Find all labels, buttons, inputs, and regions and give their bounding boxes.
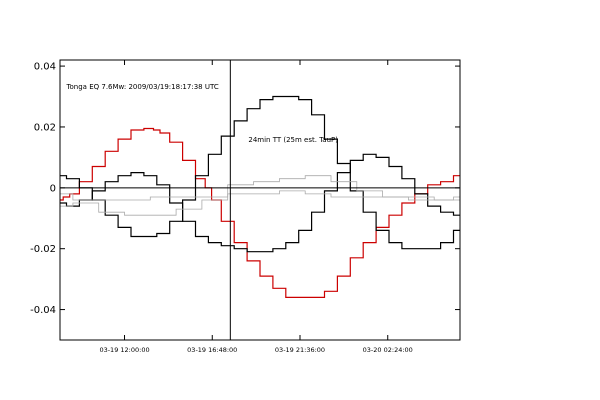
x-tick-label: 03-19 16:48:00 bbox=[187, 346, 237, 354]
y-tick-label: -0.02 bbox=[30, 244, 56, 255]
x-tick-label: 03-19 21:36:00 bbox=[275, 346, 325, 354]
annotation-text: Tonga EQ 7.6Mw: 2009/03/19:18:17:38 UTC bbox=[65, 83, 218, 91]
series-line-5 bbox=[60, 190, 460, 201]
series-layer bbox=[60, 95, 460, 298]
y-axis: 0.04 0.02 0 -0.02 -0.04 bbox=[30, 62, 460, 316]
annotations: Tonga EQ 7.6Mw: 2009/03/19:18:17:38 UTC 2… bbox=[65, 83, 338, 144]
x-axis: 03-19 12:00:00 03-19 16:48:00 03-19 21:36:… bbox=[99, 60, 413, 354]
y-tick-label: -0.04 bbox=[30, 305, 56, 316]
series-line-4 bbox=[60, 175, 460, 216]
series-line-3 bbox=[60, 95, 460, 250]
y-tick-label: 0 bbox=[50, 183, 56, 194]
series-line-1 bbox=[60, 127, 460, 298]
y-tick-label: 0.04 bbox=[34, 62, 56, 73]
x-tick-label: 03-19 12:00:00 bbox=[99, 346, 149, 354]
annotation-text: 24min TT (25m est. TauP) bbox=[248, 136, 338, 144]
y-tick-label: 0.02 bbox=[34, 122, 56, 133]
series-line-2 bbox=[60, 153, 460, 253]
x-tick-label: 03-20 02:24:00 bbox=[363, 346, 413, 354]
plot-frame bbox=[59, 59, 461, 341]
